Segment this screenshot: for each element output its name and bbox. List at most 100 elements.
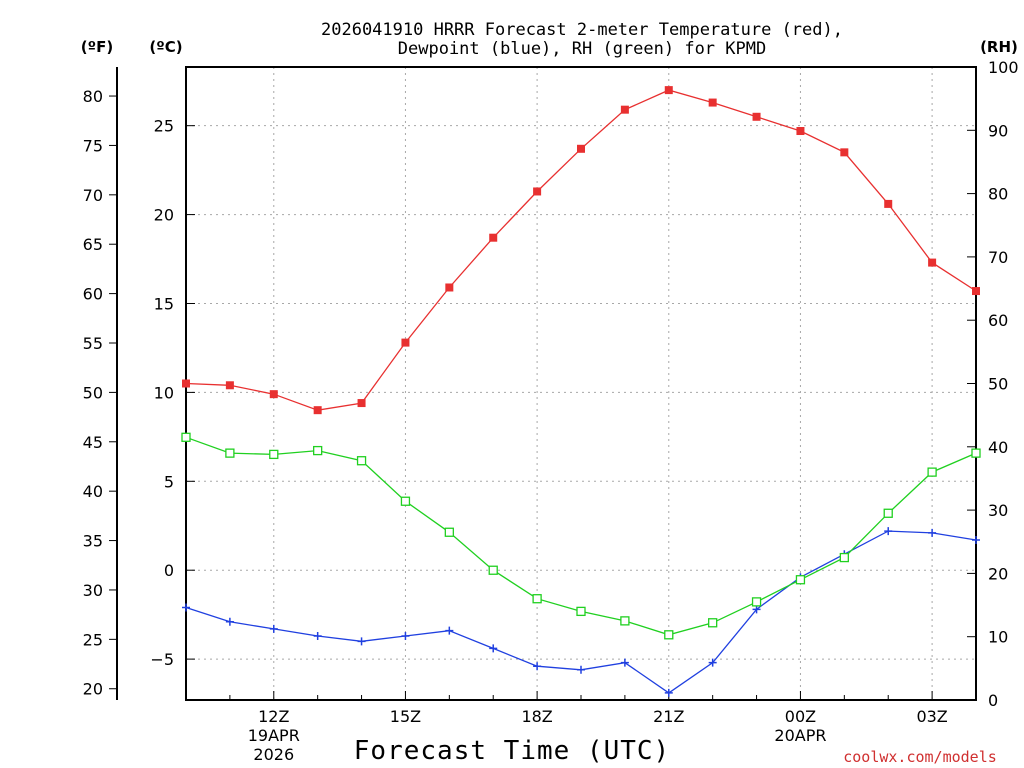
rh-axis-unit: (RH) bbox=[980, 38, 1018, 56]
temperature-point bbox=[225, 381, 234, 390]
rh-point bbox=[444, 527, 454, 537]
temperature-point bbox=[664, 86, 673, 95]
rh-point bbox=[971, 448, 981, 458]
temperature-point bbox=[752, 112, 761, 121]
rh-tick-label: 80 bbox=[988, 185, 1008, 204]
dewpoint-point bbox=[664, 688, 673, 697]
axis-frame bbox=[116, 66, 977, 701]
temperature-line bbox=[185, 89, 977, 411]
dewpoint-point bbox=[182, 603, 190, 612]
rh-point bbox=[576, 606, 586, 617]
time-tick-label: 15Z bbox=[390, 707, 421, 726]
rh-point bbox=[225, 448, 235, 458]
temperature-point bbox=[620, 105, 629, 114]
fahrenheit-tick-label: 65 bbox=[83, 235, 103, 254]
celsius-tick-label: 25 bbox=[154, 117, 174, 136]
rh-tick-label: 60 bbox=[988, 311, 1008, 330]
fahrenheit-tick-label: 70 bbox=[83, 186, 103, 205]
rh-point bbox=[488, 565, 498, 575]
temperature-point bbox=[313, 406, 322, 415]
temperature-point bbox=[182, 379, 190, 388]
rh-tick-label: 40 bbox=[988, 438, 1008, 457]
data-series bbox=[181, 86, 981, 697]
rh-point bbox=[313, 445, 323, 456]
rh-tick-label: 30 bbox=[988, 501, 1008, 520]
dewpoint-point bbox=[577, 665, 585, 674]
rh-tick-label: 20 bbox=[988, 564, 1008, 583]
dewpoint-point bbox=[269, 624, 278, 633]
dewpoint-point bbox=[752, 605, 761, 614]
temperature-point bbox=[796, 127, 805, 136]
temperature-point bbox=[269, 390, 278, 399]
celsius-tick-label: 10 bbox=[154, 383, 174, 402]
rh-point bbox=[181, 432, 191, 442]
rh-point bbox=[927, 467, 937, 477]
rh-point bbox=[883, 508, 893, 518]
x-axis-title: Forecast Time (UTC) bbox=[354, 736, 670, 766]
dewpoint-point bbox=[884, 527, 893, 536]
fahrenheit-tick-label: 35 bbox=[83, 532, 103, 551]
temperature-point bbox=[840, 148, 849, 157]
rh-tick-label: 0 bbox=[988, 691, 998, 710]
fahrenheit-tick-label: 50 bbox=[83, 383, 103, 402]
temperature-point bbox=[577, 144, 585, 153]
celsius-tick-label: 5 bbox=[164, 472, 174, 491]
plot-frame bbox=[185, 66, 977, 701]
chart-title-line-1: 2026041910 HRRR Forecast 2-meter Tempera… bbox=[321, 20, 843, 40]
fahrenheit-tick-label: 30 bbox=[83, 581, 103, 600]
rh-point bbox=[664, 630, 674, 640]
rh-tick-label: 10 bbox=[988, 628, 1008, 647]
fahrenheit-tick-label: 75 bbox=[83, 136, 103, 155]
fahrenheit-axis-unit: (ºF) bbox=[81, 38, 113, 56]
rh-point bbox=[795, 575, 806, 585]
grid-lines bbox=[186, 67, 976, 700]
fahrenheit-tick-label: 80 bbox=[83, 87, 103, 106]
temperature-point bbox=[708, 98, 717, 107]
time-tick-label: 03Z bbox=[916, 707, 947, 726]
celsius-tick-label: 15 bbox=[154, 294, 174, 313]
temperature-point bbox=[928, 258, 937, 267]
fahrenheit-tick-label: 40 bbox=[83, 482, 103, 501]
rh-point bbox=[839, 552, 849, 563]
dewpoint-point bbox=[928, 528, 937, 537]
dewpoint-point bbox=[445, 626, 454, 635]
dewpoint-point bbox=[313, 631, 322, 640]
dewpoint-point bbox=[972, 535, 980, 544]
dewpoint-point bbox=[357, 637, 366, 646]
dewpoint-point bbox=[489, 644, 498, 653]
celsius-axis-unit: (ºC) bbox=[149, 38, 182, 56]
time-tick-label: 2026 bbox=[253, 745, 294, 764]
fahrenheit-tick-label: 20 bbox=[83, 680, 103, 699]
rh-tick-label: 90 bbox=[988, 121, 1008, 140]
source-credit: coolwx.com/models bbox=[843, 748, 997, 766]
rh-point bbox=[751, 597, 762, 607]
temperature-point bbox=[401, 338, 410, 347]
dewpoint-point bbox=[620, 658, 629, 667]
celsius-axis: −5 0 5 10 15 20 25 bbox=[150, 117, 195, 669]
fahrenheit-tick-label: 55 bbox=[83, 334, 103, 353]
temperature-point bbox=[533, 187, 542, 196]
celsius-tick-label: 20 bbox=[154, 206, 174, 225]
dewpoint-point bbox=[708, 658, 717, 667]
temperature-point bbox=[972, 287, 980, 296]
rh-point bbox=[620, 616, 630, 626]
time-tick-label: 19APR bbox=[248, 726, 300, 745]
fahrenheit-tick-label: 45 bbox=[83, 433, 103, 452]
temperature-point bbox=[445, 283, 454, 292]
rh-point bbox=[532, 594, 542, 604]
temperature-point bbox=[884, 199, 893, 208]
rh-tick-label: 100 bbox=[988, 58, 1019, 77]
celsius-tick-label: 0 bbox=[164, 561, 174, 580]
rh-tick-label: 70 bbox=[988, 248, 1008, 267]
dewpoint-point bbox=[533, 662, 542, 671]
time-tick-label: 12Z bbox=[258, 707, 289, 726]
fahrenheit-tick-label: 60 bbox=[83, 285, 103, 304]
time-tick-label: 18Z bbox=[521, 707, 552, 726]
rh-point bbox=[708, 618, 718, 628]
time-tick-label: 21Z bbox=[653, 707, 684, 726]
time-tick-label: 20APR bbox=[774, 726, 826, 745]
temperature-point bbox=[489, 233, 498, 242]
dewpoint-point bbox=[401, 631, 410, 640]
